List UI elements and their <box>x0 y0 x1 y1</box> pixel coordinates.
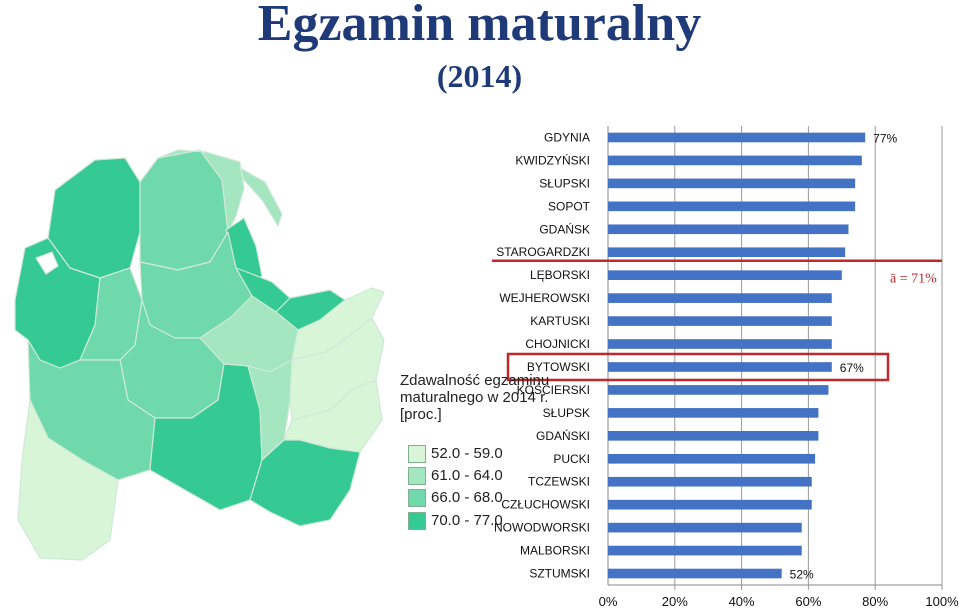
category-label: PUCKI <box>553 452 590 466</box>
legend-label: 70.0 - 77.0 <box>431 512 503 529</box>
map-district-puck <box>157 149 245 233</box>
bar <box>608 339 832 349</box>
category-label: SŁUPSK <box>543 406 590 420</box>
category-label: GDAŃSKI <box>536 428 590 443</box>
map-district-czluchow <box>17 399 119 561</box>
x-tick-label: 0% <box>599 594 618 609</box>
x-tick-label: 60% <box>795 594 821 609</box>
data-labels: 77% 67% 52% <box>790 131 898 581</box>
data-label: 77% <box>873 131 897 145</box>
x-gridlines <box>674 126 943 590</box>
legend-item: 52.0 - 59.0 <box>408 445 528 463</box>
bar <box>608 178 856 189</box>
bar <box>608 293 832 303</box>
data-label: 52% <box>790 568 814 582</box>
map-district-tczew <box>247 359 293 461</box>
category-label: CHOJNICKI <box>525 337 590 351</box>
page-title: Egzamin maturalny <box>257 0 702 52</box>
category-label: LĘBORSKI <box>530 268 590 282</box>
x-tick-label: 20% <box>662 594 688 609</box>
category-label: CZŁUCHOWSKI <box>501 498 590 512</box>
category-label: KARTUSKI <box>530 314 590 328</box>
bar <box>608 224 849 235</box>
bar <box>608 499 812 510</box>
bar <box>608 155 862 166</box>
bar <box>608 431 819 441</box>
bar <box>608 385 829 395</box>
bar <box>608 316 832 326</box>
legend-item: 70.0 - 77.0 <box>408 512 528 530</box>
bar <box>608 270 842 280</box>
category-label: WEJHEROWSKI <box>499 291 590 305</box>
legend-item: 61.0 - 64.0 <box>408 467 528 485</box>
category-labels: GDYNIA KWIDZYŃSKI SŁUPSKI SOPOT GDAŃSK STAROG… <box>494 130 591 580</box>
category-label: SOPOT <box>548 199 591 213</box>
bar <box>608 132 866 143</box>
x-tick-label: 100% <box>925 594 959 609</box>
average-label: ā = 71% <box>890 272 937 287</box>
bar <box>608 522 802 533</box>
category-label: KOŚCIERSKI <box>517 382 590 397</box>
category-label: SŁUPSKI <box>539 176 590 190</box>
category-label: NOWODWORSKI <box>494 521 590 535</box>
bar <box>608 453 816 464</box>
x-axis-ticks: 0% 20% 40% 60% 80% 100% <box>599 594 959 609</box>
legend-item: 66.0 - 68.0 <box>408 489 528 507</box>
bar <box>608 247 846 258</box>
legend-label: 66.0 - 68.0 <box>431 489 503 506</box>
legend-label: 52.0 - 59.0 <box>431 445 503 462</box>
bar <box>608 476 812 487</box>
category-label: TCZEWSKI <box>528 475 590 489</box>
bar <box>608 201 856 212</box>
map-district-hel <box>239 167 283 227</box>
legend-swatch <box>408 512 426 530</box>
bar <box>608 408 819 418</box>
category-label: BYTOWSKI <box>527 360 590 374</box>
category-label: GDYNIA <box>544 130 590 144</box>
category-label: SZTUMSKI <box>529 567 590 581</box>
legend-label: 61.0 - 64.0 <box>431 467 503 484</box>
category-label: STAROGARDZKI <box>496 245 590 259</box>
category-label: MALBORSKI <box>520 544 590 558</box>
x-tick-label: 80% <box>862 594 888 609</box>
bars <box>608 132 866 579</box>
map-district-kwidzyn <box>249 439 361 527</box>
legend-title: Zdawalność egzaminu maturalnego w 2014 r… <box>400 372 550 423</box>
bar <box>608 362 832 372</box>
category-label: GDAŃSK <box>539 221 590 236</box>
page-subtitle: (2014) <box>436 58 523 94</box>
legend-swatch <box>408 445 426 463</box>
highlight-box <box>506 352 890 382</box>
bar <box>608 568 782 579</box>
bar <box>608 545 802 556</box>
legend-swatch <box>408 489 426 507</box>
x-tick-label: 40% <box>729 594 755 609</box>
category-label: KWIDZYŃSKI <box>515 152 590 167</box>
map-district-slupsk-city <box>35 251 59 275</box>
data-label: 67% <box>840 361 864 375</box>
legend-swatch <box>408 467 426 485</box>
